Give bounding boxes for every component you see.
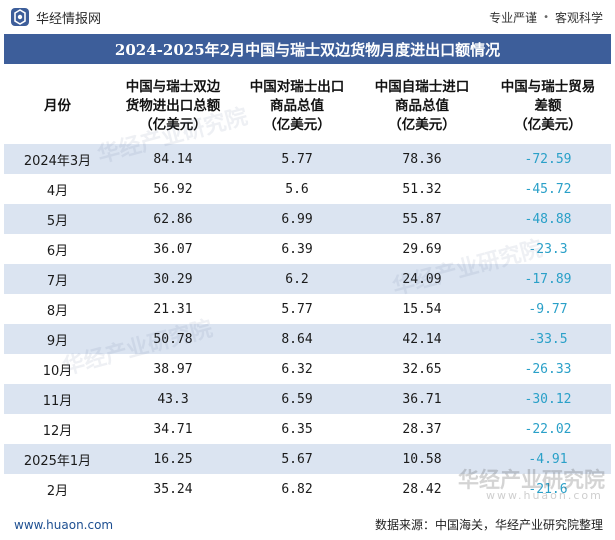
cell-total: 16.25 [111, 444, 235, 474]
cell-total: 43.3 [111, 384, 235, 414]
slogan-separator: • [543, 11, 549, 23]
cell-import: 55.87 [359, 204, 485, 234]
cell-export: 6.82 [281, 481, 313, 497]
cell-export: 5.77 [281, 301, 313, 317]
cell-export: 6.99 [235, 204, 359, 234]
cell-total: 84.14 [111, 144, 235, 174]
cell-month: 12月 [42, 423, 73, 439]
trade-table: 月份 中国与瑞士双边 货物进出口总额 （亿美元） 中国对瑞士出口 商品总值 （亿美元） 中国自… [4, 68, 611, 504]
column-header: 月份 [44, 97, 71, 114]
cell-balance: -23.3 [528, 241, 568, 257]
cell-month: 2024年3月 [4, 144, 111, 174]
cell-import: 36.71 [359, 384, 485, 414]
slogan-left: 专业严谨 [489, 10, 538, 25]
cell-balance: -9.77 [528, 301, 568, 317]
cell-month: 4月 [46, 183, 69, 199]
table-row: 12月 34.71 6.35 28.37 -22.02 [4, 414, 611, 444]
cell-total: 30.29 [111, 264, 235, 294]
cell-balance: -4.91 [485, 444, 611, 474]
table-row: 2025年1月 16.25 5.67 10.58 -4.91 [4, 444, 611, 474]
cell-export: 6.39 [281, 241, 313, 257]
cell-balance: -48.88 [485, 204, 611, 234]
cell-balance: -21.6 [528, 481, 568, 497]
cell-month: 7月 [4, 264, 111, 294]
table-body: 2024年3月 84.14 5.77 78.36 -72.59 4月 56.92 5.6 51.… [4, 144, 611, 504]
top-bar: 华经情报网 专业严谨 • 客观科学 [0, 0, 615, 34]
cell-balance: -33.5 [485, 324, 611, 354]
slogan: 专业严谨 • 客观科学 [489, 9, 603, 26]
cell-balance: -17.89 [485, 264, 611, 294]
cell-total: 50.78 [111, 324, 235, 354]
cell-month: 2025年1月 [4, 444, 111, 474]
cell-import: 24.09 [359, 264, 485, 294]
cell-import: 51.32 [402, 181, 442, 197]
cell-export: 5.6 [285, 181, 309, 197]
table-row: 2月 35.24 6.82 28.42 -21.6 [4, 474, 611, 504]
cell-total: 56.92 [153, 181, 193, 197]
cell-month: 5月 [4, 204, 111, 234]
cell-balance: -45.72 [524, 181, 572, 197]
page-title: 2024-2025年2月中国与瑞士双边货物月度进出口额情况 [4, 34, 611, 64]
column-header: 中国对瑞士出口 商品总值 （亿美元） [249, 78, 345, 133]
table-row: 8月 21.31 5.77 15.54 -9.77 [4, 294, 611, 324]
footer: www.huaon.com 数据来源：中国海关，华经产业研究院整理 [0, 509, 615, 540]
cell-import: 29.69 [402, 241, 442, 257]
cell-import: 78.36 [359, 144, 485, 174]
column-header: 中国自瑞士进口 商品总值 （亿美元） [374, 78, 470, 133]
header-row: 月份 中国与瑞士双边 货物进出口总额 （亿美元） 中国对瑞士出口 商品总值 （亿美元） 中国自… [4, 68, 611, 144]
cell-import: 28.42 [402, 481, 442, 497]
cell-balance: -26.33 [524, 361, 572, 377]
cell-total: 21.31 [153, 301, 193, 317]
table-row: 2024年3月 84.14 5.77 78.36 -72.59 [4, 144, 611, 174]
cell-import: 42.14 [359, 324, 485, 354]
cell-export: 6.32 [281, 361, 313, 377]
table-row: 7月 30.29 6.2 24.09 -17.89 [4, 264, 611, 294]
cell-export: 5.77 [235, 144, 359, 174]
cell-balance: -72.59 [485, 144, 611, 174]
cell-import: 15.54 [402, 301, 442, 317]
cell-total: 38.97 [153, 361, 193, 377]
cell-balance: -30.12 [485, 384, 611, 414]
brand-name: 华经情报网 [36, 11, 102, 27]
cell-month: 10月 [42, 363, 73, 379]
cell-total: 35.24 [153, 481, 193, 497]
table-row: 4月 56.92 5.6 51.32 -45.72 [4, 174, 611, 204]
table-row: 5月 62.86 6.99 55.87 -48.88 [4, 204, 611, 234]
cell-import: 10.58 [359, 444, 485, 474]
cell-export: 6.59 [235, 384, 359, 414]
column-header: 中国与瑞士双边 货物进出口总额 （亿美元） [125, 78, 221, 133]
cell-import: 28.37 [402, 421, 442, 437]
cell-month: 2月 [46, 483, 69, 499]
cell-export: 8.64 [235, 324, 359, 354]
column-header: 中国与瑞士贸易 差额 （亿美元） [500, 78, 596, 133]
cell-month: 6月 [46, 243, 69, 259]
cell-total: 34.71 [153, 421, 193, 437]
site-link[interactable]: www.huaon.com [14, 517, 114, 532]
cell-total: 62.86 [111, 204, 235, 234]
brand[interactable]: 华经情报网 [10, 7, 101, 27]
huajing-logo-icon [11, 8, 29, 26]
table-row: 11月 43.3 6.59 36.71 -30.12 [4, 384, 611, 414]
table-row: 10月 38.97 6.32 32.65 -26.33 [4, 354, 611, 384]
cell-month: 8月 [46, 303, 69, 319]
cell-export: 6.35 [281, 421, 313, 437]
table-row: 9月 50.78 8.64 42.14 -33.5 [4, 324, 611, 354]
cell-month: 11月 [4, 384, 111, 414]
cell-month: 9月 [4, 324, 111, 354]
slogan-right: 客观科学 [554, 10, 603, 25]
cell-export: 5.67 [235, 444, 359, 474]
cell-import: 32.65 [402, 361, 442, 377]
cell-export: 6.2 [235, 264, 359, 294]
data-source: 数据来源：中国海关，华经产业研究院整理 [374, 518, 603, 532]
table-row: 6月 36.07 6.39 29.69 -23.3 [4, 234, 611, 264]
cell-total: 36.07 [153, 241, 193, 257]
cell-balance: -22.02 [524, 421, 572, 437]
